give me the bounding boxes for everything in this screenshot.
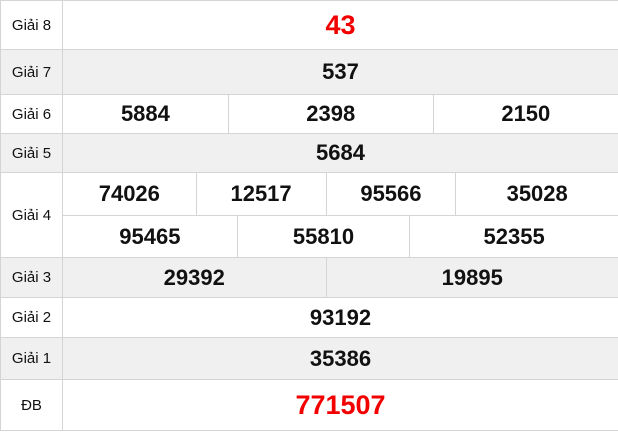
prize-label-g7: Giải 7	[1, 50, 63, 94]
prize-number-g6-1: 5884	[120, 101, 170, 126]
prize-row-g7: Giải 7 537	[1, 49, 618, 94]
prize-number-g4-2: 12517	[195, 173, 326, 215]
prize-number-g4-6: 55810	[236, 216, 410, 257]
prize-row-g3: Giải 3 29392 19895	[1, 257, 618, 297]
prize-number-g5: 5684	[316, 140, 365, 165]
prize-row-g6: Giải 6 5884 2398 2150	[1, 94, 618, 133]
prize-row-g2: Giải 2 93192	[1, 297, 618, 337]
prize-number-g3-2: 19895	[325, 258, 618, 297]
prize-label-g5: Giải 5	[1, 134, 63, 172]
prize-number-g4-7: 52355	[409, 216, 618, 257]
prize-number-g4-5: 95465	[119, 223, 181, 249]
prize-row-db: ĐB 771507	[1, 379, 618, 430]
prize-label-g1: Giải 1	[1, 338, 63, 379]
prize-label-g6: Giải 6	[1, 95, 63, 133]
prize-number-db: 771507	[295, 389, 386, 420]
prize-label-g8: Giải 8	[1, 1, 63, 49]
prize-number-g4-4: 35028	[455, 173, 618, 215]
prize-label-db: ĐB	[1, 380, 63, 430]
prize-number-g2: 93192	[309, 304, 372, 330]
prize-row-g5: Giải 5 5684	[1, 133, 618, 172]
prize-row-g1: Giải 1 35386	[1, 337, 618, 379]
prize-number-g4-3: 95566	[325, 173, 456, 215]
prize-number-g6-3: 2150	[432, 95, 618, 133]
prize-label-g4: Giải 4	[1, 173, 63, 257]
prize-number-g8: 43	[325, 9, 356, 40]
prize-row-g8: Giải 8 43	[1, 1, 618, 49]
prize-label-g2: Giải 2	[1, 298, 63, 337]
prize-number-g6-2: 2398	[227, 95, 433, 133]
prize-number-g7: 537	[322, 59, 359, 84]
prize-number-g3-1: 29392	[163, 264, 225, 290]
prize-number-g4-1: 74026	[98, 181, 160, 206]
prize-label-g3: Giải 3	[1, 258, 63, 297]
prize-number-g1: 35386	[309, 345, 372, 371]
prize-row-g4: Giải 4 74026 12517 95566 35028 95465 558…	[1, 172, 618, 257]
